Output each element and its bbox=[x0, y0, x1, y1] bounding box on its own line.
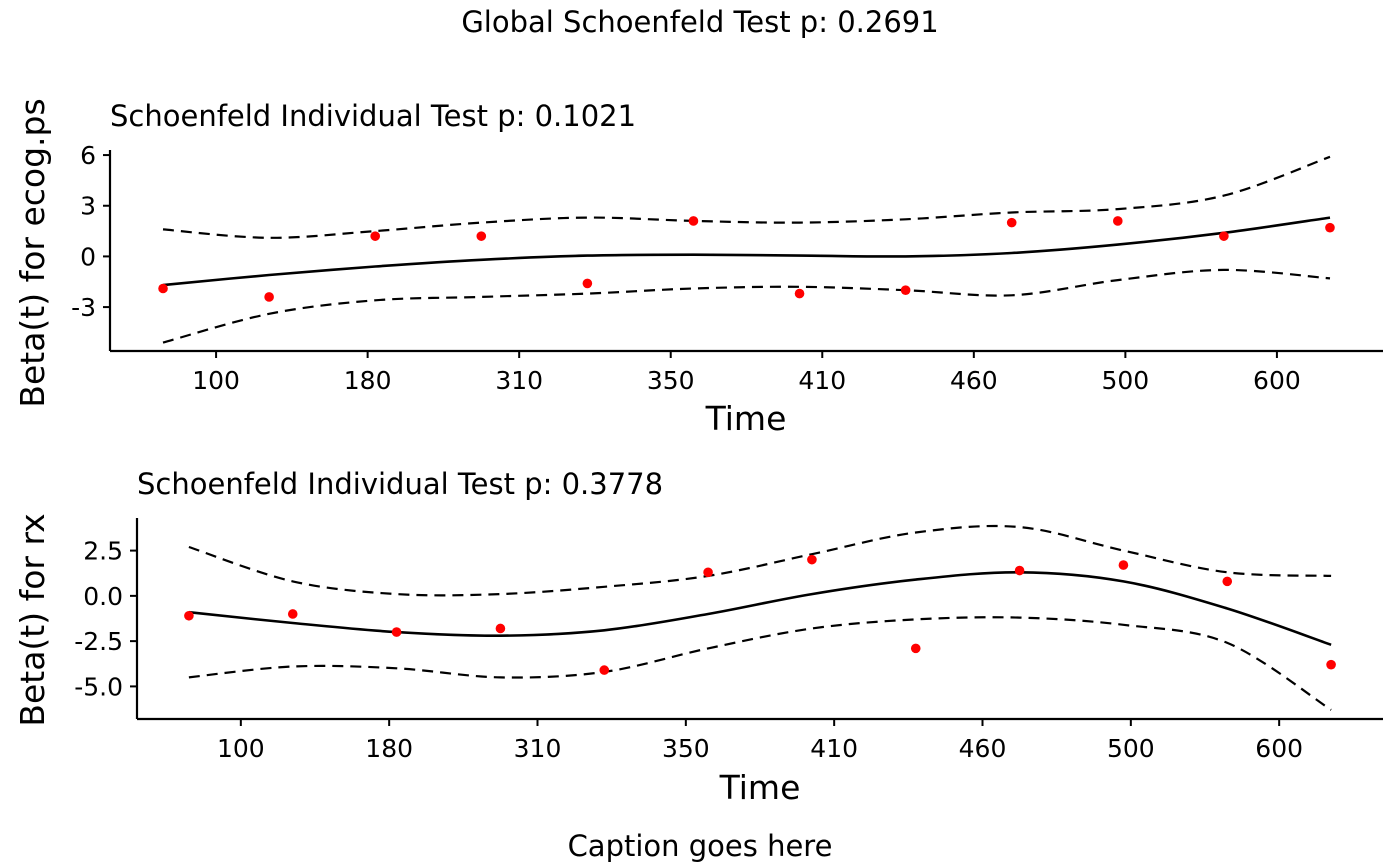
rx-y-tick-label: -2.5 bbox=[74, 627, 123, 656]
ecog-ps-panel-subtitle: Schoenfeld Individual Test p: 0.1021 bbox=[110, 99, 636, 133]
ecog-ps-x-tick-label: 100 bbox=[192, 366, 240, 395]
ecog-ps-y-tick-label: 6 bbox=[80, 141, 96, 170]
rx-residual-point bbox=[599, 665, 610, 675]
rx-residual-point bbox=[1014, 565, 1025, 576]
rx-x-tick-label: 180 bbox=[365, 734, 413, 763]
ecog-ps-x-tick-label: 180 bbox=[344, 366, 392, 395]
rx-residual-point bbox=[910, 643, 921, 654]
ecog-ps-x-tick-label: 310 bbox=[495, 366, 543, 395]
rx-residual-point bbox=[807, 554, 817, 565]
rx-x-tick-label: 310 bbox=[514, 734, 562, 763]
rx-x-tick-label: 600 bbox=[1255, 734, 1303, 763]
ecog-ps-x-tick-label: 500 bbox=[1102, 366, 1150, 395]
ecog-ps-y-tick-label: 0 bbox=[80, 242, 96, 271]
rx-residual-point bbox=[184, 610, 194, 621]
rx-panel: Schoenfeld Individual Test p: 0.3778 Tim… bbox=[13, 467, 1383, 807]
rx-lower-band-line bbox=[188, 616, 1332, 711]
rx-x-tick-label: 500 bbox=[1107, 734, 1155, 763]
rx-residual-point bbox=[703, 567, 713, 578]
ecog-ps-x-tick-label: 460 bbox=[950, 366, 998, 395]
ecog-ps-fit-line bbox=[162, 216, 1331, 287]
rx-residual-point bbox=[1326, 659, 1336, 670]
rx-residual-point bbox=[287, 609, 298, 619]
ecog-ps-residual-point bbox=[264, 292, 274, 302]
rx-y-tick-label: -5.0 bbox=[74, 672, 123, 701]
ecog-ps-x-tick-label: 410 bbox=[798, 366, 846, 395]
rx-x-tick-label: 350 bbox=[662, 734, 710, 763]
rx-x-tick-label: 460 bbox=[959, 734, 1007, 763]
rx-upper-band-line bbox=[188, 524, 1332, 597]
rx-x-axis-title: Time bbox=[719, 768, 801, 807]
ecog-ps-x-axis-title: Time bbox=[705, 399, 787, 438]
global-test-title: Global Schoenfeld Test p: 0.2691 bbox=[461, 5, 938, 39]
ecog-ps-residual-point bbox=[688, 216, 699, 226]
ecog-ps-lower-band-line bbox=[162, 268, 1331, 344]
ecog-ps-x-tick-label: 600 bbox=[1253, 366, 1301, 395]
ecog-ps-y-tick-label: 3 bbox=[80, 192, 96, 221]
ecog-ps-residual-point bbox=[1112, 216, 1123, 226]
ecog-ps-x-tick-label: 350 bbox=[647, 366, 695, 395]
ecog-ps-y-tick-label: -3 bbox=[71, 293, 96, 322]
ecog-ps-residual-point bbox=[900, 285, 911, 295]
ecog-ps-residual-point bbox=[370, 231, 381, 241]
rx-y-tick-label: 2.5 bbox=[83, 537, 123, 566]
rx-y-tick-label: 0.0 bbox=[83, 582, 123, 611]
rx-residual-point bbox=[495, 623, 506, 634]
figure-caption: Caption goes here bbox=[568, 829, 833, 863]
rx-residual-point bbox=[1118, 560, 1129, 570]
ecog-ps-y-axis-title: Beta(t) for ecog.ps bbox=[13, 98, 52, 407]
ecog-ps-residual-point bbox=[582, 278, 593, 289]
ecog-ps-residual-point bbox=[1325, 222, 1335, 233]
rx-residual-point bbox=[1222, 576, 1233, 587]
ecog-ps-residual-point bbox=[794, 288, 805, 299]
rx-panel-subtitle: Schoenfeld Individual Test p: 0.3778 bbox=[137, 467, 663, 501]
ecog-ps-upper-band-line bbox=[162, 155, 1331, 239]
rx-x-tick-label: 100 bbox=[217, 734, 265, 763]
ecog-ps-panel: Schoenfeld Individual Test p: 0.1021 Tim… bbox=[13, 98, 1383, 438]
rx-y-axis-title: Beta(t) for rx bbox=[13, 513, 52, 726]
ecog-ps-residual-point bbox=[476, 231, 487, 241]
ecog-ps-residual-point bbox=[1006, 217, 1017, 228]
ecog-ps-residual-point bbox=[1219, 231, 1229, 241]
rx-fit-line bbox=[188, 570, 1332, 647]
rx-x-tick-label: 410 bbox=[810, 734, 858, 763]
rx-residual-point bbox=[391, 627, 402, 637]
ecog-ps-residual-point bbox=[158, 283, 168, 294]
